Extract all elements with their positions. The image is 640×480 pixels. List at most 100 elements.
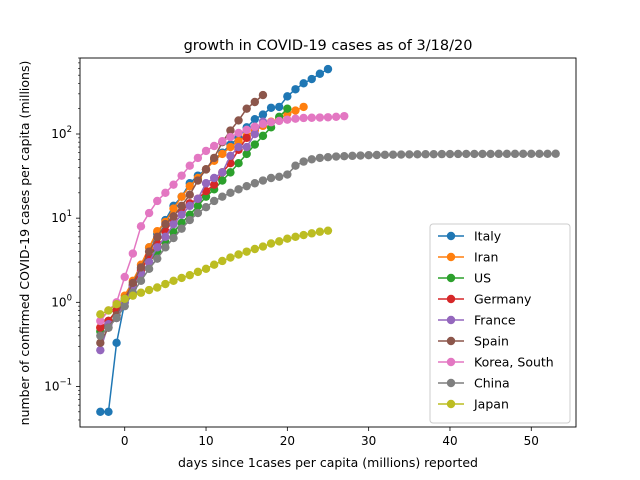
data-point [315, 227, 325, 236]
data-point [250, 114, 260, 124]
data-point [218, 176, 227, 185]
data-point [226, 142, 235, 152]
data-point [104, 306, 113, 315]
data-point [242, 133, 251, 143]
data-point [331, 152, 341, 161]
data-point [258, 176, 268, 185]
data-point [177, 224, 186, 233]
legend-label: Germany [474, 292, 532, 307]
data-point [396, 150, 406, 159]
data-point [144, 264, 154, 274]
legend-label: Italy [474, 229, 502, 244]
data-point [502, 149, 512, 159]
data-point [478, 149, 487, 159]
data-point [177, 210, 186, 219]
x-tick-label: 30 [361, 434, 376, 448]
data-point [242, 142, 251, 152]
data-point [275, 116, 284, 126]
series-line [99, 115, 345, 322]
legend-label: China [474, 376, 510, 391]
data-point [234, 158, 243, 168]
series-7 [96, 149, 560, 341]
data-point [291, 114, 300, 123]
data-point [177, 273, 186, 283]
data-point [551, 149, 560, 158]
data-point [315, 153, 325, 163]
data-point [380, 150, 390, 160]
data-point [209, 180, 219, 189]
data-point [258, 90, 268, 100]
data-point [250, 140, 260, 149]
data-point [193, 208, 203, 218]
data-point [193, 201, 203, 211]
data-point [226, 132, 235, 142]
data-point [169, 212, 178, 221]
data-point [299, 113, 308, 123]
data-point [218, 137, 227, 146]
data-point [177, 218, 186, 228]
data-point [356, 151, 365, 160]
legend-label: Iran [474, 250, 498, 265]
data-point [275, 237, 284, 246]
data-point [421, 150, 430, 159]
legend-item: Japan [438, 397, 509, 412]
data-point [112, 338, 121, 348]
data-point [112, 299, 121, 309]
data-point [291, 106, 300, 115]
data-point [275, 172, 284, 182]
data-point [283, 92, 292, 101]
data-point [185, 161, 194, 170]
legend-label: Korea, South [474, 355, 554, 370]
legend-box [429, 223, 571, 424]
data-point [234, 137, 243, 146]
data-point [161, 232, 170, 242]
data-point [209, 141, 219, 151]
data-point [283, 115, 292, 124]
series-6 [96, 111, 349, 326]
data-point [144, 257, 154, 267]
data-point [323, 113, 333, 122]
data-point [201, 165, 211, 174]
data-point [161, 279, 170, 289]
legend-item: Spain [438, 334, 509, 349]
chart-title: growth in COVID-19 cases as of 3/18/20 [184, 38, 473, 54]
plot-area [96, 64, 560, 417]
data-point [323, 153, 333, 162]
data-point [177, 201, 186, 211]
data-point [185, 190, 194, 199]
data-point [453, 149, 463, 159]
data-point [234, 116, 243, 125]
data-point [250, 129, 260, 139]
data-point [218, 168, 227, 177]
data-point [169, 180, 178, 189]
data-point [494, 149, 503, 159]
series-line [100, 229, 329, 316]
data-point [193, 267, 203, 277]
data-point [144, 285, 154, 295]
data-point [486, 149, 495, 159]
data-point [226, 151, 235, 161]
legend-label: US [474, 271, 491, 286]
data-point [234, 142, 243, 152]
data-point [128, 291, 138, 300]
data-point [128, 278, 138, 288]
data-point [250, 244, 260, 254]
y-tick-label: 101 [51, 209, 72, 225]
data-point [153, 232, 162, 242]
data-point [250, 97, 260, 107]
x-tick-label: 0 [121, 434, 129, 448]
data-point [185, 201, 194, 211]
data-point [136, 276, 146, 286]
data-point [209, 173, 219, 183]
data-point [153, 254, 162, 263]
data-point [169, 219, 178, 229]
data-point [128, 249, 138, 258]
data-point [177, 192, 186, 201]
data-point [234, 128, 243, 138]
data-point [242, 149, 251, 159]
data-point [136, 288, 146, 297]
data-point [543, 149, 552, 158]
x-tick-label: 10 [198, 434, 213, 448]
data-point [104, 407, 113, 417]
